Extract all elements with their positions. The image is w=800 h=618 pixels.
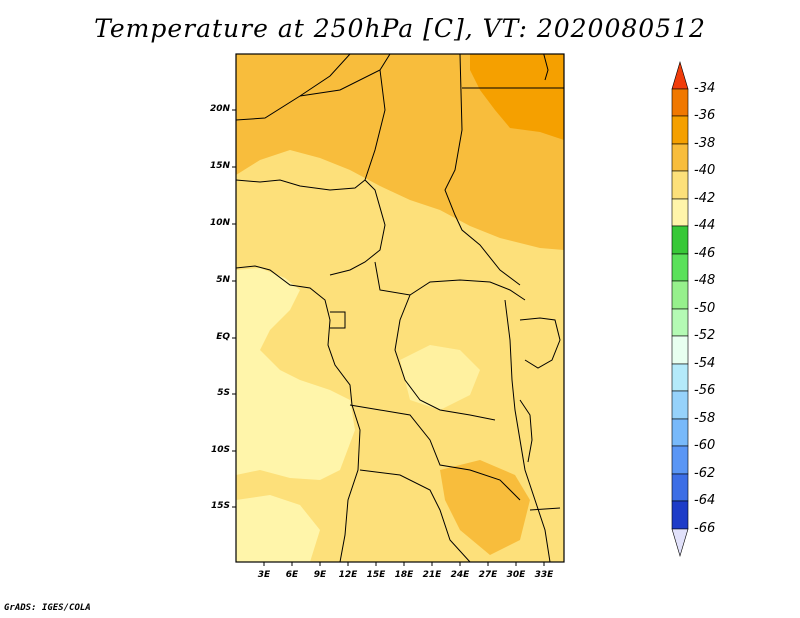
colorbar-label: -54 — [694, 356, 716, 371]
colorbar-segment — [671, 198, 689, 227]
x-label: 15E — [366, 570, 386, 580]
colorbar-label: -66 — [694, 521, 716, 536]
colorbar-segment — [671, 473, 689, 502]
colorbar-segment — [671, 280, 689, 310]
colorbar-segment — [671, 115, 689, 145]
colorbar-segment — [671, 390, 689, 420]
x-axis-ticks — [263, 562, 545, 566]
y-label: EQ — [216, 332, 230, 342]
colorbar-label: -58 — [694, 411, 716, 426]
x-label: 24E — [450, 570, 470, 580]
field-level-38-north — [236, 54, 564, 250]
colorbar-label: -42 — [694, 191, 716, 206]
colorbar-label: -40 — [694, 163, 716, 178]
colorbar-label: -50 — [694, 301, 716, 316]
colorbar-label: -36 — [694, 108, 716, 123]
field-level-36-northeast — [470, 54, 564, 140]
x-label: 18E — [394, 570, 414, 580]
colorbar-segment — [671, 418, 689, 447]
colorbar-label: -34 — [694, 81, 716, 96]
x-label: 12E — [338, 570, 358, 580]
colorbar-segment — [671, 170, 689, 200]
colorbar-label: -46 — [694, 246, 716, 261]
colorbar-segment — [671, 308, 689, 337]
x-label: 21E — [422, 570, 442, 580]
x-label: 27E — [478, 570, 498, 580]
colorbar-segment — [671, 88, 689, 117]
footer-credit: GrADS: IGES/COLA — [4, 603, 91, 613]
y-label: 10N — [209, 218, 230, 228]
colorbar-segment — [671, 363, 689, 392]
field-level-42-west — [236, 268, 355, 480]
colorbar-segment — [671, 445, 689, 475]
y-label: 15S — [210, 501, 230, 511]
colorbar-label: -52 — [694, 328, 716, 343]
colorbar-label: -38 — [694, 136, 716, 151]
field-level-38-southeast — [440, 460, 530, 555]
colorbar-label: -44 — [694, 218, 716, 233]
map-frame — [235, 53, 565, 563]
x-label: 30E — [506, 570, 526, 580]
y-axis-ticks — [232, 109, 236, 508]
y-label: 5S — [217, 388, 230, 398]
colorbar-segment — [671, 335, 689, 365]
colorbar-bottom-arrow — [671, 528, 689, 558]
chart-title: Temperature at 250hPa [C], VT: 202008051… — [94, 14, 706, 43]
y-label: 5N — [216, 275, 230, 285]
x-label: 9E — [313, 570, 327, 580]
colorbar-label: -64 — [694, 493, 716, 508]
y-label: 15N — [209, 161, 230, 171]
temperature-field — [236, 54, 564, 562]
colorbar-segment — [671, 225, 689, 255]
colorbar — [671, 60, 689, 558]
colorbar-label: -56 — [694, 383, 716, 398]
y-label: 20N — [209, 104, 230, 114]
x-label: 6E — [285, 570, 299, 580]
x-label: 3E — [257, 570, 271, 580]
colorbar-segment — [671, 143, 689, 172]
field-level-42-southwest — [236, 495, 320, 562]
colorbar-label: -62 — [694, 466, 716, 481]
colorbar-label: -60 — [694, 438, 716, 453]
colorbar-segment — [671, 253, 689, 282]
field-level-42-central — [400, 345, 480, 410]
y-label: 10S — [210, 445, 230, 455]
country-borders — [236, 54, 564, 562]
colorbar-top-arrow — [671, 60, 689, 90]
colorbar-segment — [671, 500, 689, 530]
x-label: 33E — [534, 570, 554, 580]
colorbar-label: -48 — [694, 273, 716, 288]
